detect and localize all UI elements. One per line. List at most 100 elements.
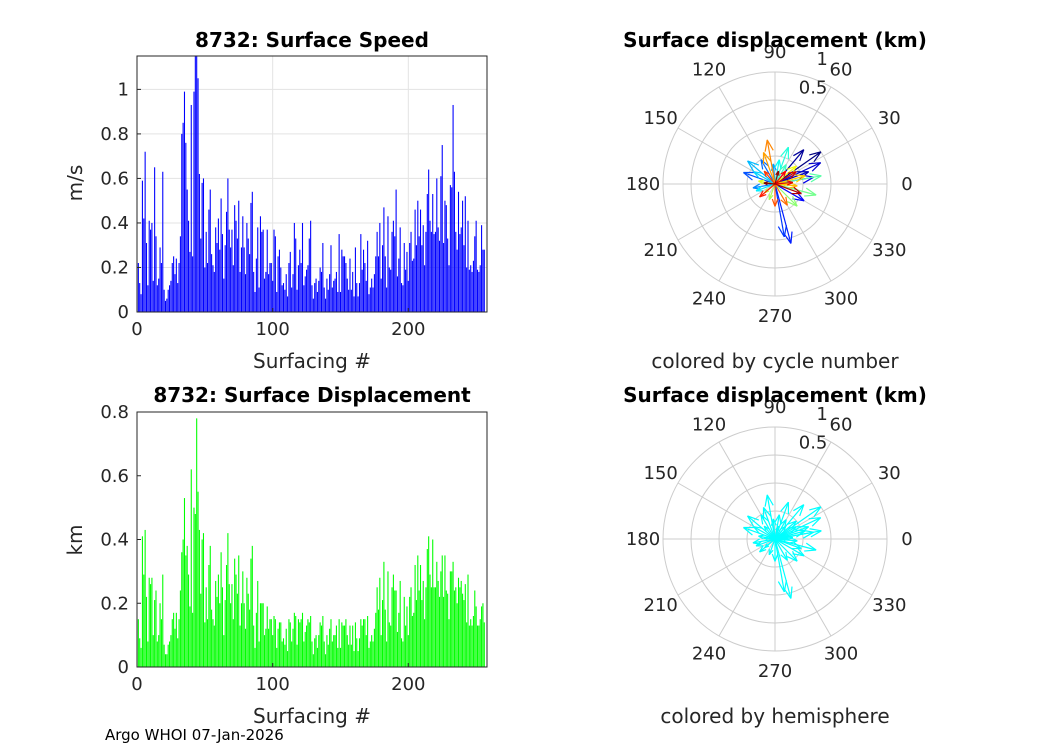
displacement-vector xyxy=(759,183,776,198)
bar xyxy=(474,590,476,667)
bar xyxy=(414,565,416,667)
bar xyxy=(284,644,286,667)
bar xyxy=(151,222,153,312)
bar xyxy=(354,622,356,667)
bar xyxy=(472,260,474,312)
bar xyxy=(375,256,377,312)
bar xyxy=(413,612,415,667)
bar xyxy=(225,211,228,312)
bar xyxy=(460,227,462,312)
bar xyxy=(240,247,242,312)
bar xyxy=(341,249,343,312)
displacement-vector xyxy=(774,171,797,185)
bar xyxy=(349,258,351,312)
polar-angle-label: 60 xyxy=(830,415,853,436)
bar xyxy=(223,278,225,312)
bar xyxy=(276,291,278,312)
bar xyxy=(325,298,327,312)
y-tick-label: 0.6 xyxy=(100,168,129,189)
bar xyxy=(341,622,343,667)
bar xyxy=(270,263,272,312)
bar xyxy=(399,580,401,667)
bar xyxy=(468,269,470,312)
y-tick-label: 0.4 xyxy=(100,213,129,234)
bar xyxy=(171,263,173,312)
bar xyxy=(162,171,164,312)
polar-hemisphere-title: Surface displacement (km) xyxy=(623,383,927,407)
bar xyxy=(259,603,261,667)
bar xyxy=(428,169,430,312)
bar xyxy=(217,218,219,312)
polar-angle-label: 300 xyxy=(824,288,858,309)
bar xyxy=(323,287,325,312)
bar xyxy=(396,276,399,312)
bar xyxy=(325,654,327,667)
bar xyxy=(415,600,417,667)
bar xyxy=(182,122,184,312)
bar xyxy=(247,593,249,667)
polar-angle-label: 90 xyxy=(764,42,787,63)
bar xyxy=(455,231,457,312)
displacement-chart-title: 8732: Surface Displacement xyxy=(153,383,471,407)
bar xyxy=(479,619,481,667)
bar xyxy=(215,227,217,312)
bar xyxy=(296,289,298,312)
bar xyxy=(386,287,388,312)
bar xyxy=(263,635,266,667)
bar xyxy=(307,265,309,312)
bar xyxy=(289,251,291,312)
bar xyxy=(288,263,290,312)
bar xyxy=(456,603,458,667)
bar xyxy=(173,612,175,667)
bar xyxy=(183,498,186,667)
bar xyxy=(339,291,342,312)
bar xyxy=(234,558,236,667)
bar xyxy=(198,173,200,312)
bar xyxy=(429,220,431,312)
bar xyxy=(483,249,485,312)
bar xyxy=(193,91,195,312)
displacement-vector xyxy=(774,528,822,540)
bar xyxy=(200,593,202,667)
bar xyxy=(365,635,367,667)
bar xyxy=(470,265,472,312)
bar xyxy=(462,200,464,312)
y-tick-label: 0.8 xyxy=(100,124,129,145)
bar xyxy=(299,249,301,312)
bar xyxy=(293,222,295,312)
bar xyxy=(239,625,241,667)
bar xyxy=(443,242,445,312)
bar xyxy=(169,641,171,667)
bar xyxy=(399,227,401,312)
bar xyxy=(304,276,306,312)
polar-angle-label: 120 xyxy=(692,415,726,436)
displacement-vector xyxy=(771,539,779,562)
bar xyxy=(335,625,337,667)
bar xyxy=(363,249,365,312)
bar xyxy=(405,625,407,667)
bar xyxy=(467,574,469,667)
bar xyxy=(319,267,321,312)
bar xyxy=(167,644,169,667)
bar xyxy=(372,287,374,312)
bar xyxy=(144,151,146,312)
bar xyxy=(147,641,149,667)
bar xyxy=(183,91,186,312)
bar xyxy=(437,227,439,312)
polar-hemisphere-chart: 0.5 1 0 30 60 90 120 150 180 210 240 270 300 330 Surfa… xyxy=(623,383,927,728)
bar xyxy=(291,287,293,312)
bar xyxy=(154,167,156,312)
bar xyxy=(365,280,367,312)
bar xyxy=(179,590,181,667)
bar xyxy=(391,231,393,312)
bar xyxy=(476,625,479,667)
bar xyxy=(231,229,233,312)
bar xyxy=(466,267,468,312)
bar xyxy=(349,625,351,667)
bar xyxy=(348,644,350,667)
speed-ylabel: m/s xyxy=(63,165,87,202)
speed-chart: 0 100 200 0 0.2 0.4 0.6 0.8 1 8732: Surface Speed… xyxy=(63,28,488,373)
bar xyxy=(434,587,436,667)
bar xyxy=(387,571,389,667)
bar xyxy=(372,641,374,667)
